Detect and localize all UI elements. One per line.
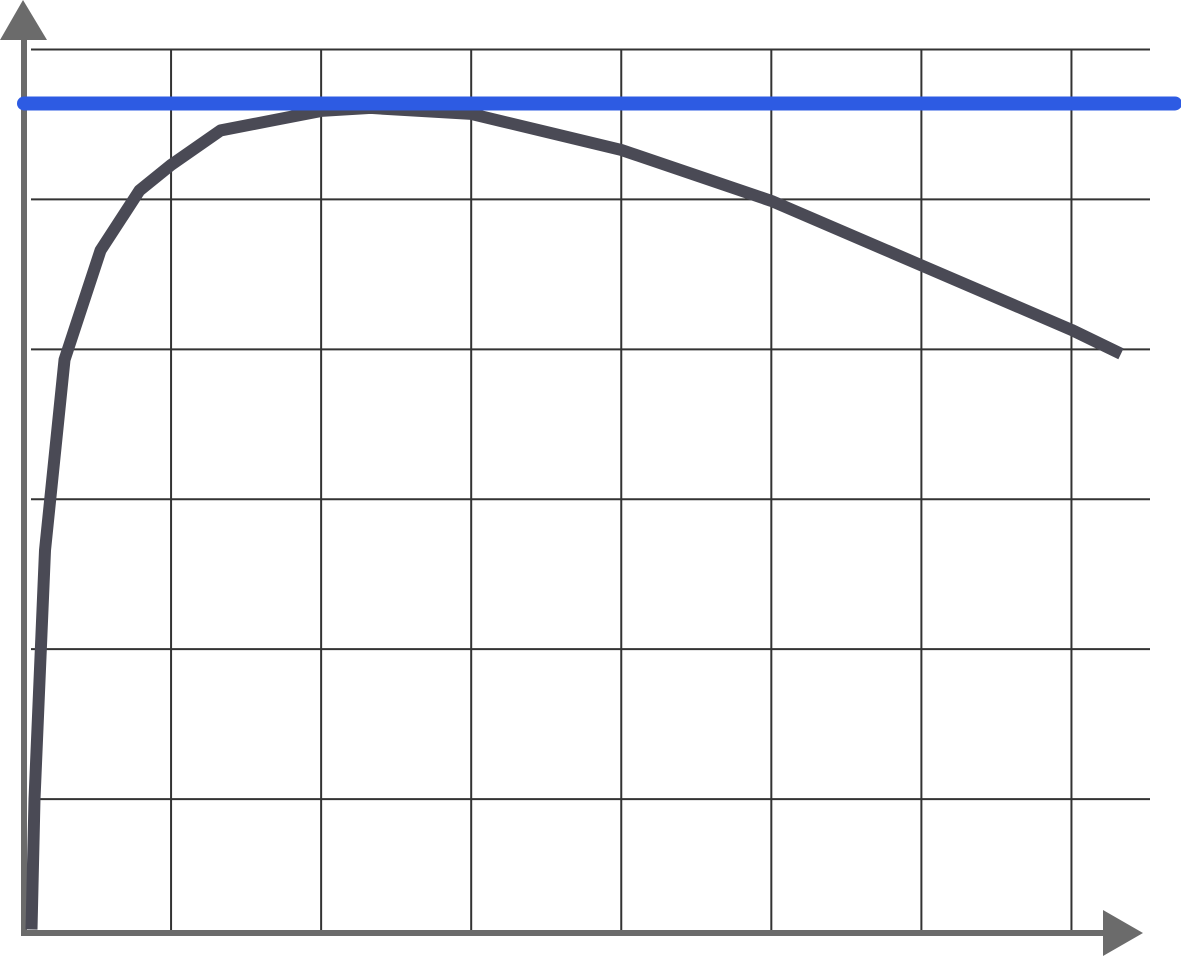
curve xyxy=(25,101,1124,930)
series xyxy=(17,96,1181,930)
x-axis-arrow xyxy=(1103,910,1143,956)
grid xyxy=(31,48,1150,930)
y-axis-arrow xyxy=(0,0,47,40)
